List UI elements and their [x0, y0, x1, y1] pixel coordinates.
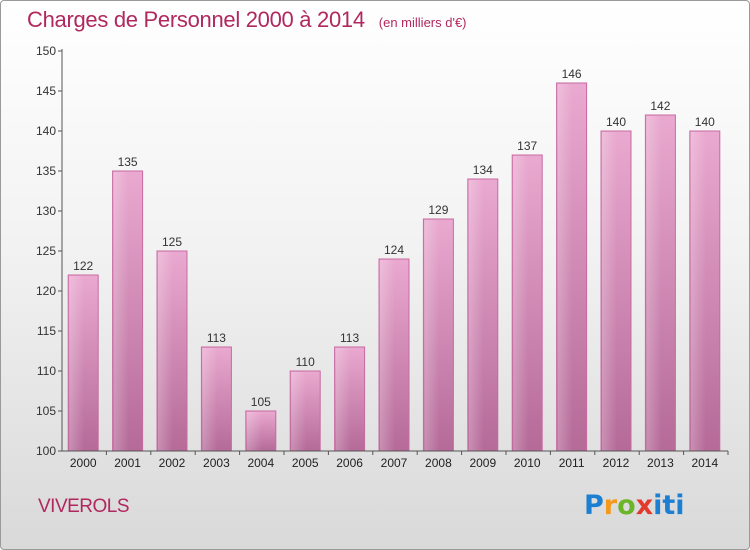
axes-group: 2000 2001 2002 2003 2004 2005 2006 2007 2008 2009…: [36, 44, 729, 470]
y-tick-label-130: 130: [36, 204, 56, 218]
bar-highlight-2004: [246, 412, 262, 451]
value-label-2010: 137: [517, 139, 537, 153]
bar-highlight-2005: [291, 372, 307, 451]
x-tick-label-2011: 2011: [559, 456, 585, 470]
bar-highlight-2007: [380, 260, 395, 451]
x-tick-label-2004: 2004: [247, 456, 274, 470]
value-label-2004: 105: [251, 395, 271, 409]
y-tick-label-140: 140: [36, 124, 56, 138]
bar-highlight-2002: [158, 252, 173, 451]
x-tick-label-2002: 2002: [159, 456, 186, 470]
y-tick-label-135: 135: [36, 164, 56, 178]
value-label-2009: 134: [473, 163, 493, 177]
value-label-2011: 146: [562, 67, 582, 81]
value-label-2006: 113: [340, 331, 359, 345]
x-tick-label-2007: 2007: [381, 456, 408, 470]
value-label-2007: 124: [384, 243, 404, 257]
bar-highlight-2003: [202, 348, 218, 451]
bar-highlight-2012: [602, 132, 617, 451]
x-tick-label-2012: 2012: [603, 456, 630, 470]
y-tick-label-125: 125: [36, 244, 56, 258]
chart-title: Charges de Personnel 2000 à 2014 (en mill…: [27, 7, 467, 33]
proxiti-logo: Proxiti: [584, 490, 685, 521]
value-label-2013: 142: [650, 99, 670, 113]
city-label: VIVEROLS: [38, 496, 130, 517]
bars-group: 122 135 125 113 105 110 113 124 129 134 137 146 140 1…: [67, 67, 721, 452]
chart-title-text: Charges de Personnel 2000 à 2014: [27, 7, 365, 32]
value-label-2008: 129: [428, 203, 448, 217]
bar-highlight-2006: [335, 348, 351, 451]
bar-highlight-2011: [557, 84, 573, 451]
y-tick-label-115: 115: [37, 324, 56, 338]
y-tick-label-110: 110: [37, 364, 56, 378]
value-label-2000: 122: [73, 259, 93, 273]
value-label-2005: 110: [296, 355, 315, 369]
x-tick-label-2001: 2001: [114, 456, 141, 470]
chart-subtitle: (en milliers d'€): [378, 15, 467, 30]
value-label-2001: 135: [118, 155, 138, 169]
value-label-2003: 113: [207, 331, 226, 345]
bar-highlight-2008: [424, 220, 440, 451]
y-tick-label-145: 145: [36, 84, 56, 98]
y-tick-label-150: 150: [36, 44, 56, 58]
x-tick-label-2013: 2013: [647, 456, 674, 470]
x-tick-label-2009: 2009: [469, 456, 496, 470]
value-label-2012: 140: [606, 115, 626, 129]
x-tick-label-2010: 2010: [514, 456, 541, 470]
value-label-2002: 125: [162, 235, 182, 249]
bar-highlight-2014: [690, 132, 706, 451]
y-tick-label-120: 120: [36, 284, 56, 298]
x-tick-label-2000: 2000: [70, 456, 97, 470]
bar-highlight-2013: [646, 116, 662, 451]
x-tick-label-2014: 2014: [691, 456, 718, 470]
bar-highlight-2010: [513, 156, 529, 451]
x-tick-label-2005: 2005: [292, 456, 319, 470]
value-label-2014: 140: [695, 115, 715, 129]
bar-highlight-2009: [468, 180, 484, 451]
x-tick-label-2003: 2003: [203, 456, 230, 470]
x-tick-label-2008: 2008: [425, 456, 452, 470]
bar-highlight-2000: [69, 276, 85, 451]
y-tick-label-100: 100: [36, 444, 56, 458]
bar-highlight-2001: [113, 172, 129, 451]
y-tick-label-105: 105: [36, 404, 56, 418]
x-tick-label-2006: 2006: [336, 456, 363, 470]
